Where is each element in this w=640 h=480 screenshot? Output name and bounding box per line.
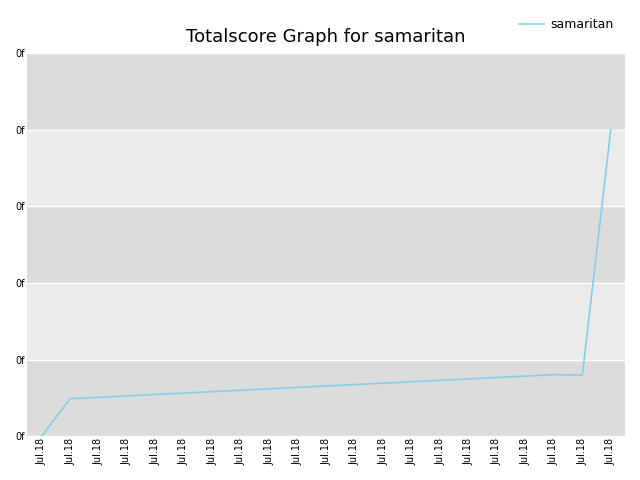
samaritan [266,386,273,392]
Bar [28,283,625,360]
samaritan [380,380,387,386]
samaritan [38,433,45,439]
samaritan [152,392,159,397]
Bar [28,360,625,436]
samaritan [579,372,586,378]
samaritan [408,379,415,384]
samaritan [522,373,529,379]
samaritan [465,376,472,382]
Legend: samaritan: samaritan [515,13,619,36]
samaritan [237,387,244,393]
samaritan [66,396,74,402]
samaritan [209,389,216,395]
Bar [28,53,625,130]
samaritan [180,390,188,396]
samaritan [123,393,131,399]
samaritan [294,384,301,390]
Bar [28,130,625,206]
samaritan [95,395,102,400]
samaritan [607,127,614,132]
samaritan [436,377,444,383]
Bar [28,206,625,283]
samaritan [493,374,500,380]
samaritan [351,382,358,387]
samaritan [550,372,557,378]
Line: samaritan: samaritan [42,130,611,436]
Title: Totalscore Graph for samaritan: Totalscore Graph for samaritan [186,28,466,46]
samaritan [323,383,330,389]
